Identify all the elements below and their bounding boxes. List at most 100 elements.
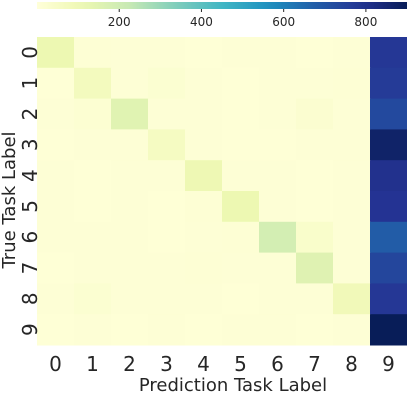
heatmap-cell-4-8 <box>333 160 371 192</box>
x-tick-label: 6 <box>271 352 284 376</box>
heatmap-cell-9-1 <box>74 314 112 346</box>
heatmap-cell-5-0 <box>37 191 75 223</box>
heatmap-cell-7-9 <box>370 252 407 284</box>
heatmap-cell-5-3 <box>148 191 186 223</box>
colorbar-tick-label: 800 <box>354 15 377 29</box>
heatmap-cell-6-3 <box>148 221 186 254</box>
y-tick-label: 4 <box>18 169 42 182</box>
heatmap-cell-5-2 <box>111 191 149 223</box>
heatmap-cell-3-6 <box>259 129 297 161</box>
colorbar-tick-label: 400 <box>190 15 213 29</box>
heatmap-cell-4-4 <box>185 160 223 192</box>
heatmap-cell-3-9 <box>370 129 407 161</box>
colorbar <box>37 2 407 9</box>
heatmap-cell-8-3 <box>148 283 186 315</box>
y-tick-label: 3 <box>18 138 42 151</box>
heatmap-cell-5-9 <box>370 191 407 223</box>
heatmap-cell-5-4 <box>185 191 223 223</box>
heatmap-cell-7-3 <box>148 252 186 284</box>
heatmap-cell-2-3 <box>148 98 186 130</box>
heatmap-cell-8-1 <box>74 283 112 315</box>
heatmap-cell-8-0 <box>37 283 75 315</box>
heatmap-cell-5-8 <box>333 191 371 223</box>
heatmap-cell-3-0 <box>37 129 75 161</box>
heatmap-cell-0-7 <box>296 37 334 69</box>
y-tick-label: 2 <box>18 108 42 121</box>
x-tick-label: 9 <box>382 352 395 376</box>
heatmap-cell-2-1 <box>74 98 112 130</box>
heatmap-cell-7-7 <box>296 252 334 284</box>
heatmap-cell-5-5 <box>222 191 260 223</box>
heatmap-cell-1-2 <box>111 67 149 100</box>
y-tick-label: 6 <box>18 231 42 244</box>
heatmap-cell-1-1 <box>74 67 112 100</box>
heatmap-cell-9-0 <box>37 314 75 346</box>
heatmap-cell-1-3 <box>148 67 186 100</box>
heatmap-cell-9-3 <box>148 314 186 346</box>
heatmap-cell-9-7 <box>296 314 334 346</box>
heatmap-cell-7-4 <box>185 252 223 284</box>
heatmap-cell-0-0 <box>37 37 75 69</box>
heatmap-cell-1-7 <box>296 67 334 100</box>
y-tick-label: 9 <box>18 323 42 336</box>
heatmap-cell-7-5 <box>222 252 260 284</box>
heatmap-cell-1-5 <box>222 67 260 100</box>
heatmap-cell-8-5 <box>222 283 260 315</box>
heatmap-cell-1-8 <box>333 67 371 100</box>
y-tick-label: 7 <box>18 262 42 275</box>
heatmap-cell-8-8 <box>333 283 371 315</box>
heatmap-cell-0-5 <box>222 37 260 69</box>
heatmap-cell-9-4 <box>185 314 223 346</box>
heatmap-cell-9-2 <box>111 314 149 346</box>
heatmap-cell-2-8 <box>333 98 371 130</box>
heatmap-cell-6-6 <box>259 221 297 254</box>
heatmap-cell-0-8 <box>333 37 371 69</box>
heatmap-cell-3-2 <box>111 129 149 161</box>
heatmap-cell-2-9 <box>370 98 407 130</box>
x-tick-label: 2 <box>123 352 136 376</box>
x-tick-label: 1 <box>86 352 99 376</box>
heatmap-cell-8-6 <box>259 283 297 315</box>
heatmap-cell-5-7 <box>296 191 334 223</box>
colorbar-tick-labels: 200 400 600 800 <box>108 9 377 29</box>
heatmap-cell-4-0 <box>37 160 75 192</box>
heatmap-cell-4-3 <box>148 160 186 192</box>
y-tick-label: 5 <box>18 200 42 213</box>
heatmap-cell-6-2 <box>111 221 149 254</box>
colorbar-gradient <box>37 2 407 9</box>
heatmap-cell-6-7 <box>296 221 334 254</box>
colorbar-tick-label: 600 <box>272 15 295 29</box>
x-tick-label: 4 <box>197 352 210 376</box>
heatmap-cell-7-2 <box>111 252 149 284</box>
heatmap-cell-2-0 <box>37 98 75 130</box>
heatmap-cell-2-5 <box>222 98 260 130</box>
heatmap-cell-9-6 <box>259 314 297 346</box>
heatmap-cell-0-6 <box>259 37 297 69</box>
heatmap-cell-0-1 <box>74 37 112 69</box>
heatmap-cell-3-7 <box>296 129 334 161</box>
heatmap-cell-3-5 <box>222 129 260 161</box>
y-axis-label: True Task Label <box>0 131 20 269</box>
x-tick-label: 3 <box>160 352 173 376</box>
heatmap-cell-1-6 <box>259 67 297 100</box>
heatmap-cell-9-8 <box>333 314 371 346</box>
heatmap-cell-3-4 <box>185 129 223 161</box>
heatmap-cell-3-1 <box>74 129 112 161</box>
heatmap-cell-4-5 <box>222 160 260 192</box>
heatmap-cell-3-8 <box>333 129 371 161</box>
heatmap-cell-0-4 <box>185 37 223 69</box>
heatmap-cell-4-9 <box>370 160 407 192</box>
heatmap-cell-6-1 <box>74 221 112 254</box>
y-tick-label: 1 <box>18 77 42 90</box>
heatmap-cell-6-8 <box>333 221 371 254</box>
heatmap-cell-6-0 <box>37 221 75 254</box>
heatmap-cell-2-7 <box>296 98 334 130</box>
colorbar-tick-label: 200 <box>108 15 131 29</box>
heatmap-cell-7-1 <box>74 252 112 284</box>
heatmap-cell-9-9 <box>370 314 407 346</box>
heatmap-cell-4-7 <box>296 160 334 192</box>
heatmap-cell-4-6 <box>259 160 297 192</box>
heatmap-cell-2-6 <box>259 98 297 130</box>
heatmap-cell-8-7 <box>296 283 334 315</box>
heatmap-cell-2-2 <box>111 98 149 130</box>
